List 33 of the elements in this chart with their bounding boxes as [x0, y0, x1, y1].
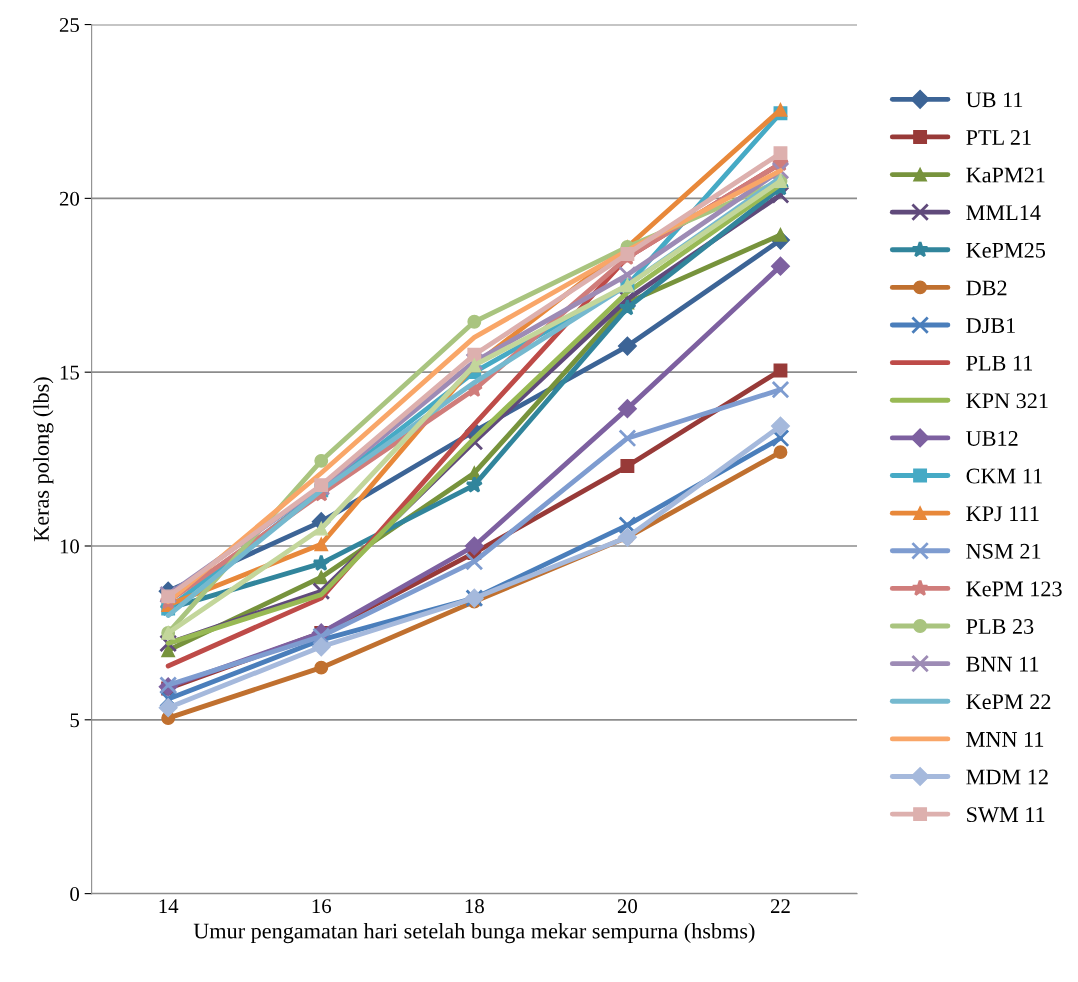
y-tick-label: 15 — [60, 365, 80, 380]
legend-label: PLB 23 — [966, 619, 1034, 635]
legend-label: MNN 11 — [966, 731, 1044, 747]
legend-label: DB2 — [966, 280, 1007, 296]
x-axis-title: Umur pengamatan hari setelah bunga mekar sempurna (hsbms) — [193, 922, 755, 944]
legend-label: PLB 11 — [966, 355, 1033, 371]
legend-label: PTL 21 — [966, 130, 1031, 145]
legend-label: UB12 — [966, 430, 1018, 446]
legend-label: KPJ 111 — [966, 506, 1039, 522]
legend-label: KePM 123 — [966, 581, 1062, 597]
legend-label: MDM 12 — [966, 769, 1048, 785]
legend-label: KaPM21 — [966, 167, 1045, 183]
legend-label: NSM 21 — [966, 543, 1041, 559]
legend-label: DJB1 — [966, 318, 1015, 334]
y-tick-label: 25 — [59, 17, 80, 32]
legend-label: KePM 22 — [966, 694, 1051, 710]
y-tick-label: 5 — [70, 713, 80, 728]
legend-label: KePM25 — [966, 242, 1046, 258]
y-axis-title: Keras polong (lbs) — [33, 377, 54, 542]
y-tick-label: 0 — [70, 886, 80, 902]
x-tick-label: 14 — [159, 899, 179, 913]
legend-label: MML14 — [966, 205, 1041, 220]
legend-label: SWM 11 — [967, 807, 1045, 823]
legend-label: KPN 321 — [966, 393, 1048, 409]
y-tick-label: 20 — [59, 191, 80, 206]
x-tick-label: 18 — [465, 899, 484, 914]
x-tick-label: 20 — [617, 899, 638, 914]
y-tick-label: 10 — [60, 539, 80, 554]
x-tick-label: 16 — [312, 899, 332, 914]
legend-label: BNN 11 — [966, 656, 1039, 672]
legend-label: CKM 11 — [966, 468, 1042, 484]
legend-label: UB 11 — [966, 92, 1023, 108]
x-tick-label: 22 — [770, 899, 790, 913]
